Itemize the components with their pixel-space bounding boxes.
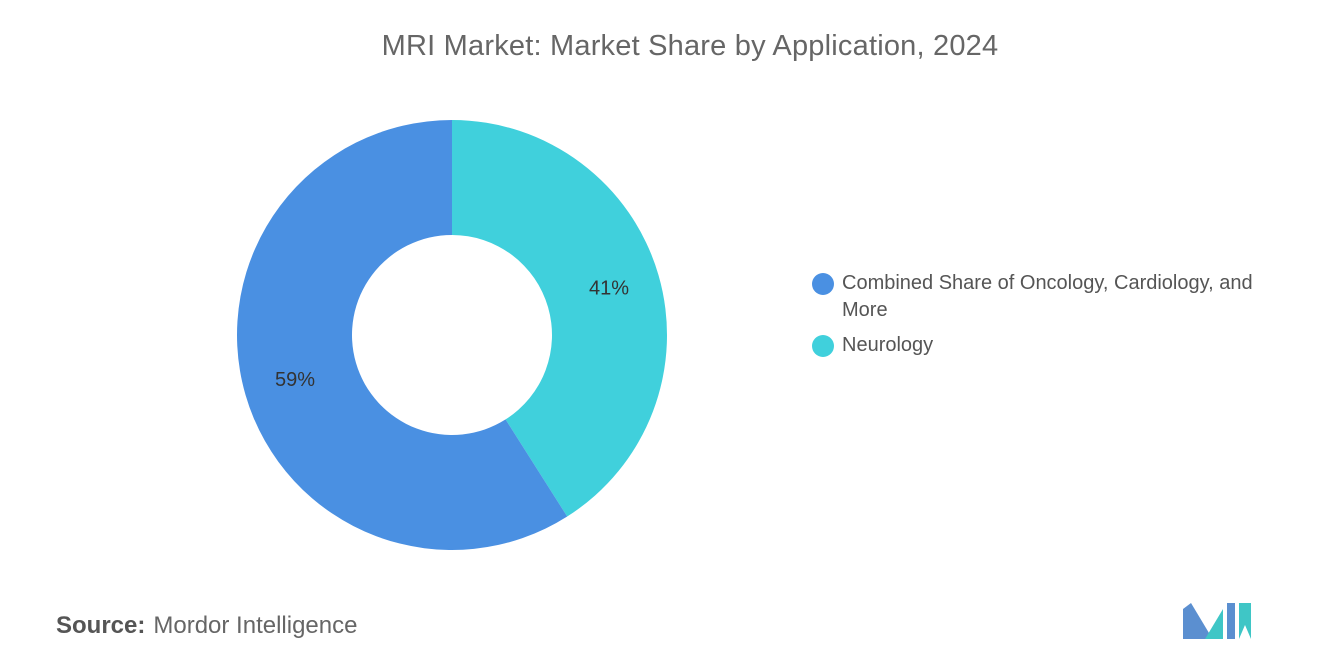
slice-label-neurology: 41% xyxy=(589,278,629,300)
legend-label-neurology: Neurology xyxy=(842,334,934,356)
legend-swatch-neurology xyxy=(812,335,834,357)
chart-title: MRI Market: Market Share by Application,… xyxy=(381,30,999,62)
chart-legend: Combined Share of Oncology, Cardiology, … xyxy=(812,270,1302,367)
source-note: Source: Mordor Intelligence xyxy=(56,612,357,640)
legend-swatch-combined xyxy=(812,273,834,295)
mordor-intelligence-logo xyxy=(1183,603,1251,639)
donut-slice-combined xyxy=(236,120,568,550)
source-text: Mordor Intelligence xyxy=(153,612,358,639)
slice-label-combined: 59% xyxy=(275,369,315,391)
legend-item-neurology: Neurology xyxy=(812,332,1302,359)
legend-label-combined: Combined Share of Oncology, Cardiology, … xyxy=(842,272,1253,321)
legend-item-combined: Combined Share of Oncology, Cardiology, … xyxy=(812,270,1302,324)
donut-slice-neurology xyxy=(452,120,667,517)
source-label: Source: xyxy=(56,612,146,639)
